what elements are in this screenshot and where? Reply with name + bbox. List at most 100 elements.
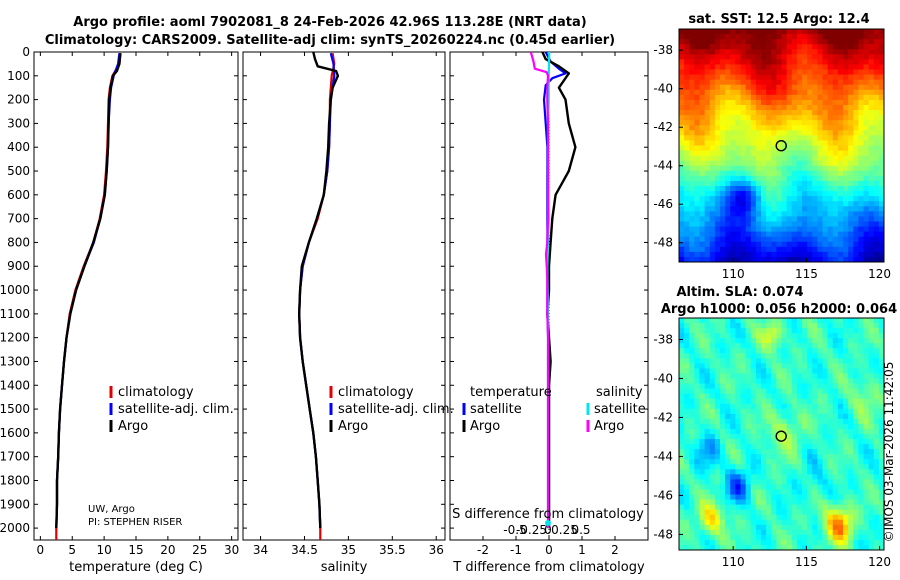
map-cell — [832, 29, 839, 35]
map-cell — [848, 373, 854, 380]
map-cell — [709, 524, 716, 531]
map-cell — [699, 368, 706, 375]
map-cell — [853, 469, 859, 475]
map-cell — [750, 539, 757, 546]
map-cell — [868, 519, 875, 526]
map-cell — [817, 403, 824, 410]
map-cell — [863, 489, 870, 496]
map-cell — [863, 206, 870, 212]
map-cell — [735, 34, 742, 40]
map-cell — [858, 150, 865, 157]
map-cell — [776, 343, 783, 349]
map-cell — [822, 428, 829, 435]
map-cell — [755, 110, 762, 116]
map-cell — [827, 353, 834, 359]
map-cell — [843, 373, 849, 380]
map-cell — [776, 328, 783, 334]
map-cell — [796, 120, 803, 126]
map-cell — [853, 74, 859, 81]
map-cell — [720, 221, 726, 228]
map-cell — [709, 368, 716, 375]
map-cell — [709, 196, 716, 202]
map-cell — [750, 191, 757, 197]
map-cell — [827, 393, 834, 400]
map-cell — [776, 519, 783, 526]
map-cell — [684, 34, 690, 40]
map-cell — [873, 170, 880, 177]
map-cell — [704, 79, 711, 86]
map-cell — [807, 353, 813, 359]
map-cell — [709, 363, 716, 370]
map-cell — [817, 383, 824, 390]
map-cell — [786, 84, 793, 91]
map-cell — [878, 494, 884, 501]
map-cell — [817, 226, 824, 233]
map-cell — [807, 544, 813, 550]
map-cell — [761, 226, 767, 233]
map-cell — [745, 514, 752, 521]
map-cell — [694, 418, 701, 425]
x-tick-label: 1 — [578, 543, 586, 557]
map-cell — [827, 539, 834, 546]
map-cell — [745, 241, 752, 248]
map-cell — [720, 373, 726, 380]
map-cell — [868, 211, 875, 218]
map-cell — [766, 418, 772, 425]
map-cell — [771, 89, 777, 96]
map-cell — [832, 509, 839, 516]
map-cell — [750, 44, 757, 50]
map-cell — [699, 428, 706, 435]
map-cell — [761, 160, 767, 167]
map-cell — [822, 104, 829, 111]
map-cell — [699, 449, 706, 455]
map-cell — [873, 524, 880, 531]
map-cell — [745, 150, 752, 157]
map-cell — [796, 69, 803, 76]
map-cell — [699, 378, 706, 385]
map-cell — [776, 59, 783, 66]
map-cell — [873, 226, 880, 233]
map-cell — [837, 514, 844, 521]
map-cell — [781, 378, 788, 385]
map-cell — [868, 358, 875, 364]
map-cell — [873, 494, 880, 501]
map-cell — [745, 519, 752, 526]
map-cell — [843, 499, 849, 506]
map-cell — [822, 383, 829, 390]
map-cell — [878, 343, 884, 349]
map-cell — [863, 175, 870, 182]
map-cell — [878, 54, 884, 60]
map-cell — [745, 368, 752, 375]
map-cell — [858, 155, 865, 162]
map-cell — [735, 328, 742, 334]
y-tick-label: 800 — [7, 235, 30, 249]
map-cell — [781, 504, 788, 511]
map-cell — [868, 529, 875, 536]
map-cell — [822, 348, 829, 354]
map-cell — [837, 413, 844, 420]
map-cell — [786, 231, 793, 238]
map-cell — [802, 408, 808, 415]
map-cell — [761, 216, 767, 223]
map-cell — [822, 368, 829, 375]
map-cell — [807, 388, 813, 395]
map-cell — [704, 459, 711, 465]
map-cell — [771, 125, 777, 131]
map-cell — [781, 186, 788, 192]
map-cell — [771, 338, 777, 344]
map-cell — [699, 165, 706, 172]
map-cell — [781, 318, 788, 324]
map-cell — [781, 479, 788, 486]
map-cell — [858, 120, 865, 126]
y-tick-label: 700 — [7, 212, 30, 226]
map-cell — [848, 363, 854, 370]
map-cell — [735, 318, 742, 324]
map-cell — [761, 175, 767, 182]
map-cell — [750, 418, 757, 425]
map-cell — [832, 474, 839, 480]
y-tick-label: 100 — [7, 69, 30, 83]
map-cell — [720, 449, 726, 455]
map-cell — [807, 110, 813, 116]
map-cell — [761, 489, 767, 496]
map-cell — [755, 378, 762, 385]
